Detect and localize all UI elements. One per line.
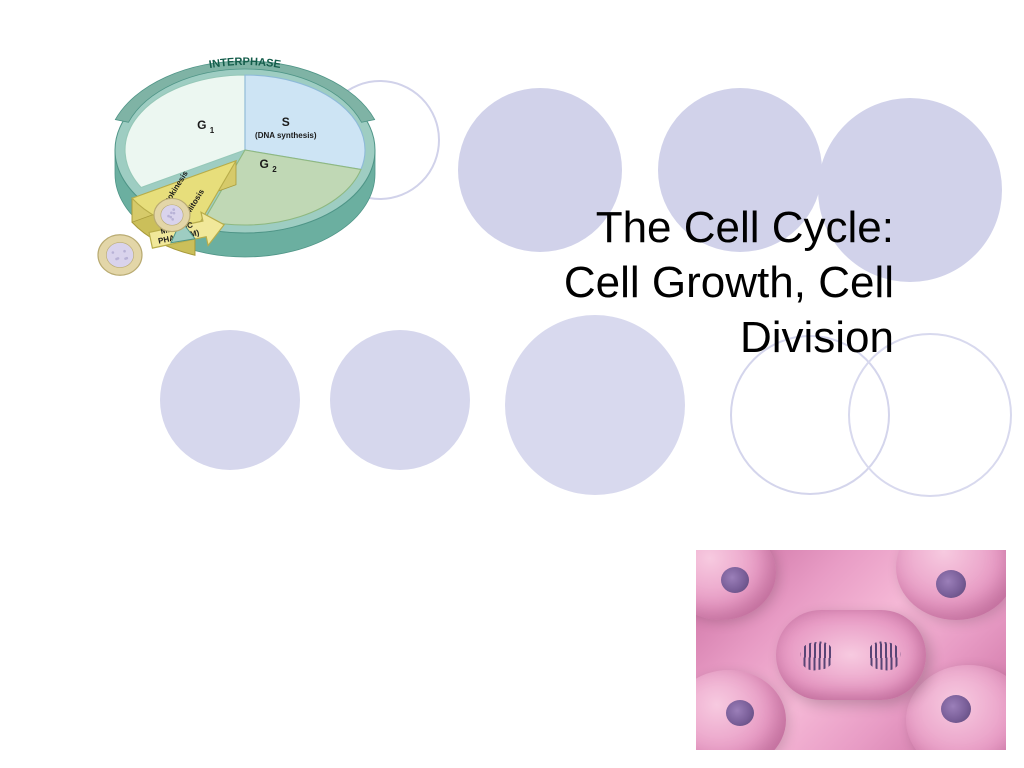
decorative-circle bbox=[160, 330, 300, 470]
slice-label: S bbox=[282, 115, 290, 129]
slice-label: G bbox=[197, 118, 206, 132]
svg-text:2: 2 bbox=[272, 165, 277, 174]
title-line-3: Division bbox=[740, 313, 894, 362]
svg-text:(DNA synthesis): (DNA synthesis) bbox=[255, 131, 317, 140]
cell-division-image bbox=[696, 550, 1006, 750]
slice-label: G bbox=[260, 157, 269, 171]
cell-cycle-pie-diagram: INTERPHASEG1S(DNA synthesis)G2MitosisCyt… bbox=[60, 30, 390, 290]
title-line-1: The Cell Cycle: bbox=[596, 203, 894, 252]
slide-title: The Cell Cycle: Cell Growth, Cell Divisi… bbox=[394, 200, 894, 365]
svg-text:1: 1 bbox=[210, 126, 215, 135]
title-line-2: Cell Growth, Cell bbox=[564, 258, 894, 307]
